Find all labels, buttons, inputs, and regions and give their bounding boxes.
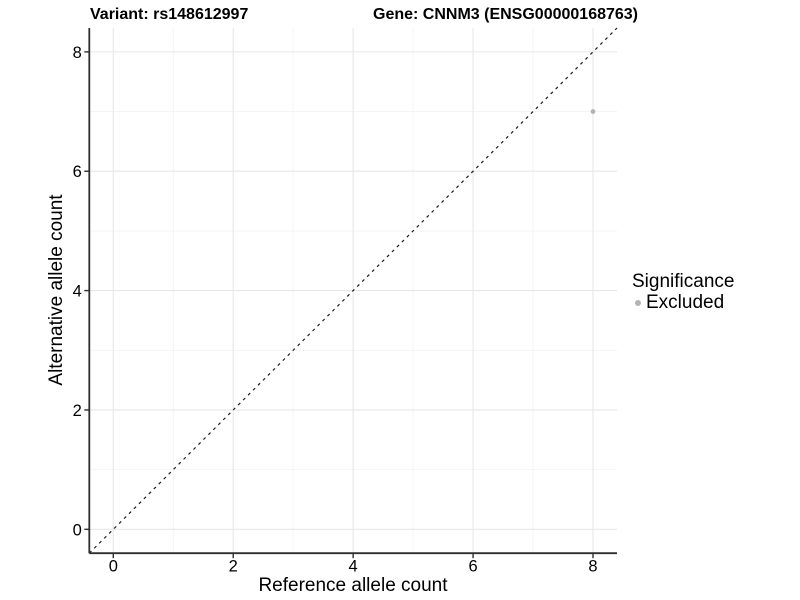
legend-item-excluded: Excluded bbox=[632, 292, 734, 313]
legend: Significance Excluded bbox=[632, 271, 734, 313]
y-tick-label: 8 bbox=[73, 44, 82, 62]
x-tick-label: 4 bbox=[349, 558, 358, 576]
y-axis-title: Alternative allele count bbox=[46, 194, 67, 386]
legend-point-icon bbox=[635, 299, 641, 306]
x-tick-label: 2 bbox=[229, 558, 238, 576]
variant-title: Variant: rs148612997 bbox=[90, 6, 249, 23]
x-axis-title: Reference allele count bbox=[258, 575, 448, 596]
legend-title: Significance bbox=[632, 271, 735, 292]
x-tick-label: 0 bbox=[109, 558, 118, 576]
y-tick-label: 2 bbox=[73, 402, 82, 420]
y-tick-label: 0 bbox=[73, 521, 82, 539]
x-tick-label: 8 bbox=[588, 558, 597, 576]
legend-item-label: Excluded bbox=[646, 292, 725, 313]
y-tick-label: 6 bbox=[73, 163, 82, 181]
data-point bbox=[590, 109, 596, 114]
y-tick-label: 4 bbox=[73, 283, 82, 301]
x-tick-label: 6 bbox=[468, 558, 477, 576]
identity-dashed-line bbox=[88, 27, 618, 554]
gene-title: Gene: CNNM3 (ENSG00000168763) bbox=[373, 6, 639, 23]
